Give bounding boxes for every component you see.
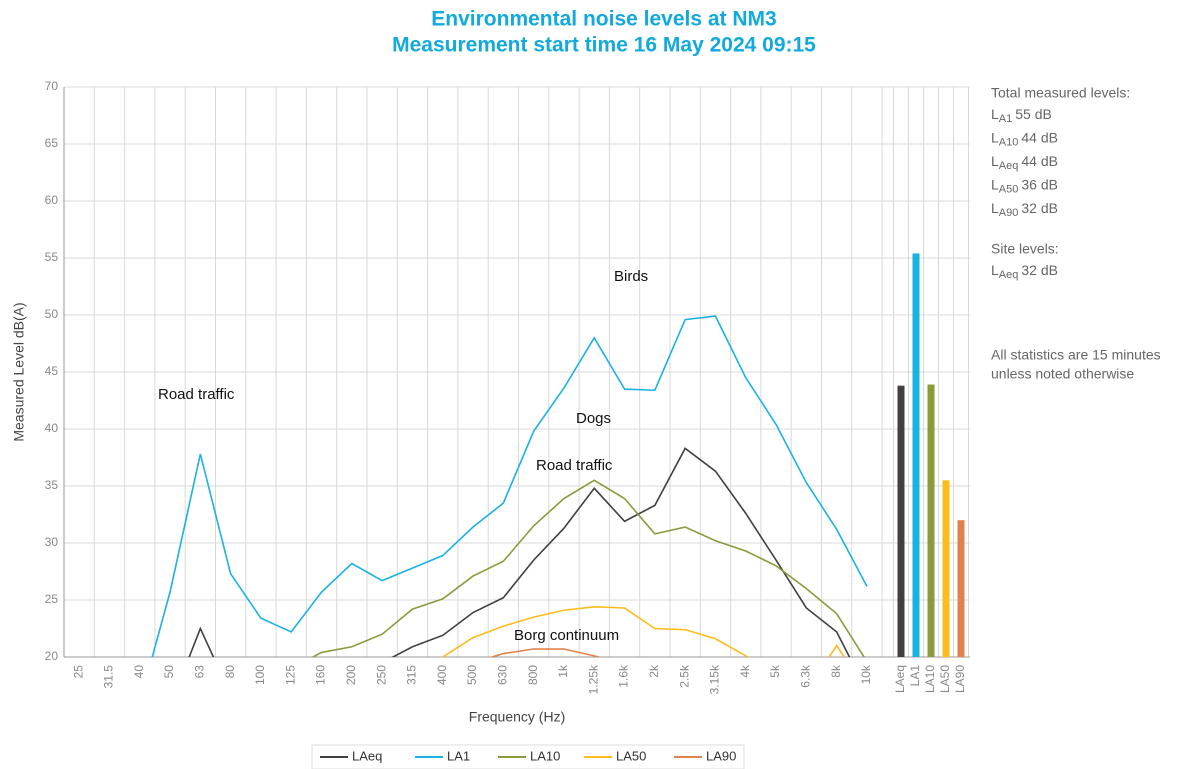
x-tick-label: 800 — [526, 665, 540, 685]
x-tick-label: 31.5 — [102, 665, 116, 689]
note-item: LA10 44 dB — [991, 129, 1058, 148]
x-tick-label: 4k — [738, 664, 752, 678]
line-series — [489, 648, 602, 657]
y-tick-label: 60 — [45, 193, 59, 207]
x-tick-label: 10k — [859, 664, 873, 684]
x-tick-label: 80 — [223, 665, 237, 679]
note-subscript: A1 — [999, 113, 1012, 125]
bar — [942, 480, 950, 657]
y-tick-label: 35 — [45, 478, 59, 492]
x-tick-label: 3.15k — [708, 664, 722, 694]
note-symbol: L — [991, 153, 999, 169]
line-series — [311, 479, 866, 657]
note-subscript: A50 — [999, 183, 1019, 195]
x-tick-label: 25 — [71, 665, 85, 679]
line-series — [441, 606, 846, 657]
note-footnote: All statistics are 15 minutes — [991, 347, 1161, 363]
legend-label: LA1 — [447, 748, 470, 763]
y-tick-label: 40 — [45, 421, 59, 435]
annotation: Dogs — [576, 410, 611, 427]
note-subscript: Aeq — [999, 160, 1019, 172]
x-tick-label: 1k — [556, 664, 570, 678]
y-tick-label: 50 — [45, 307, 59, 321]
note-title: Total measured levels: — [991, 85, 1130, 101]
x-tick-label: 6.3k — [799, 664, 813, 688]
y-axis-title: Measured Level dB(A) — [11, 302, 27, 441]
note-symbol: L — [991, 262, 999, 278]
x-axis-title: Frequency (Hz) — [469, 709, 565, 725]
x-tick-label: 40 — [132, 665, 146, 679]
note-value: 44 dB — [1021, 153, 1058, 169]
annotation: Birds — [614, 268, 648, 285]
x-tick-label: 100 — [253, 665, 267, 685]
x-tick-label: 250 — [374, 665, 388, 685]
legend-label: LA10 — [530, 748, 560, 763]
annotation: Borg continuum — [514, 627, 619, 644]
bar — [912, 253, 920, 657]
plot-area — [151, 315, 868, 657]
x-tick-label: 630 — [496, 665, 510, 685]
chart-title: Measurement start time 16 May 2024 09:15 — [392, 34, 816, 57]
note-symbol: L — [991, 106, 999, 122]
note-value: 36 dB — [1021, 176, 1058, 192]
note-value: 55 dB — [1015, 106, 1052, 122]
x-tick-label: LAeq — [893, 665, 907, 693]
note-item: LAeq 44 dB — [991, 153, 1058, 172]
annotation: Road traffic — [536, 457, 613, 474]
x-tick-label: 63 — [193, 665, 207, 679]
chart-title: Environmental noise levels at NM3 — [431, 8, 776, 31]
x-tick-label: 8k — [829, 664, 843, 678]
note-item: LAeq 32 dB — [991, 262, 1058, 281]
x-tick-label: LA50 — [938, 665, 952, 693]
note-subscript: A10 — [999, 136, 1019, 148]
legend-box — [311, 744, 745, 769]
x-tick-label: 500 — [465, 665, 479, 685]
line-series — [151, 315, 868, 657]
x-tick-label: 5k — [768, 664, 782, 678]
annotation: Road traffic — [158, 386, 235, 403]
bar — [927, 384, 935, 657]
y-tick-label: 70 — [45, 79, 59, 93]
note-item: LA90 32 dB — [991, 200, 1058, 219]
legend-label: LAeq — [352, 748, 382, 763]
y-tick-label: 25 — [45, 592, 59, 606]
x-tick-label: 125 — [283, 665, 297, 685]
y-tick-label: 55 — [45, 250, 59, 264]
legend-label: LA90 — [706, 748, 736, 763]
note-title: Site levels: — [991, 241, 1059, 257]
x-tick-label: 1.6k — [617, 664, 631, 688]
note-subscript: A90 — [999, 207, 1019, 219]
note-value: 44 dB — [1021, 129, 1058, 145]
bar — [897, 385, 905, 657]
x-tick-label: 2.5k — [677, 664, 691, 688]
x-tick-label: LA1 — [908, 665, 922, 687]
x-tick-label: 315 — [405, 665, 419, 685]
note-subscript: Aeq — [999, 269, 1019, 281]
line-series — [188, 447, 851, 657]
x-tick-label: LA90 — [953, 665, 967, 693]
x-tick-label: 50 — [162, 665, 176, 679]
y-tick-label: 45 — [45, 364, 59, 378]
x-tick-label: 400 — [435, 665, 449, 685]
note-symbol: L — [991, 176, 999, 192]
x-tick-label: 2k — [647, 664, 661, 678]
note-footnote: unless noted otherwise — [991, 366, 1134, 382]
y-tick-label: 65 — [45, 136, 59, 150]
note-symbol: L — [991, 129, 999, 145]
x-tick-label: LA10 — [923, 665, 937, 693]
note-value: 32 dB — [1021, 200, 1058, 216]
legend-label: LA50 — [616, 748, 646, 763]
bar — [957, 520, 965, 657]
note-symbol: L — [991, 200, 999, 216]
note-item: LA50 36 dB — [991, 176, 1058, 195]
x-tick-label: 160 — [314, 665, 328, 685]
y-tick-label: 20 — [45, 649, 59, 663]
note-value: 32 dB — [1021, 262, 1058, 278]
x-tick-label: 1.25k — [586, 664, 600, 694]
x-tick-label: 200 — [344, 665, 358, 685]
y-tick-label: 30 — [45, 535, 59, 549]
note-item: LA1 55 dB — [991, 106, 1052, 125]
